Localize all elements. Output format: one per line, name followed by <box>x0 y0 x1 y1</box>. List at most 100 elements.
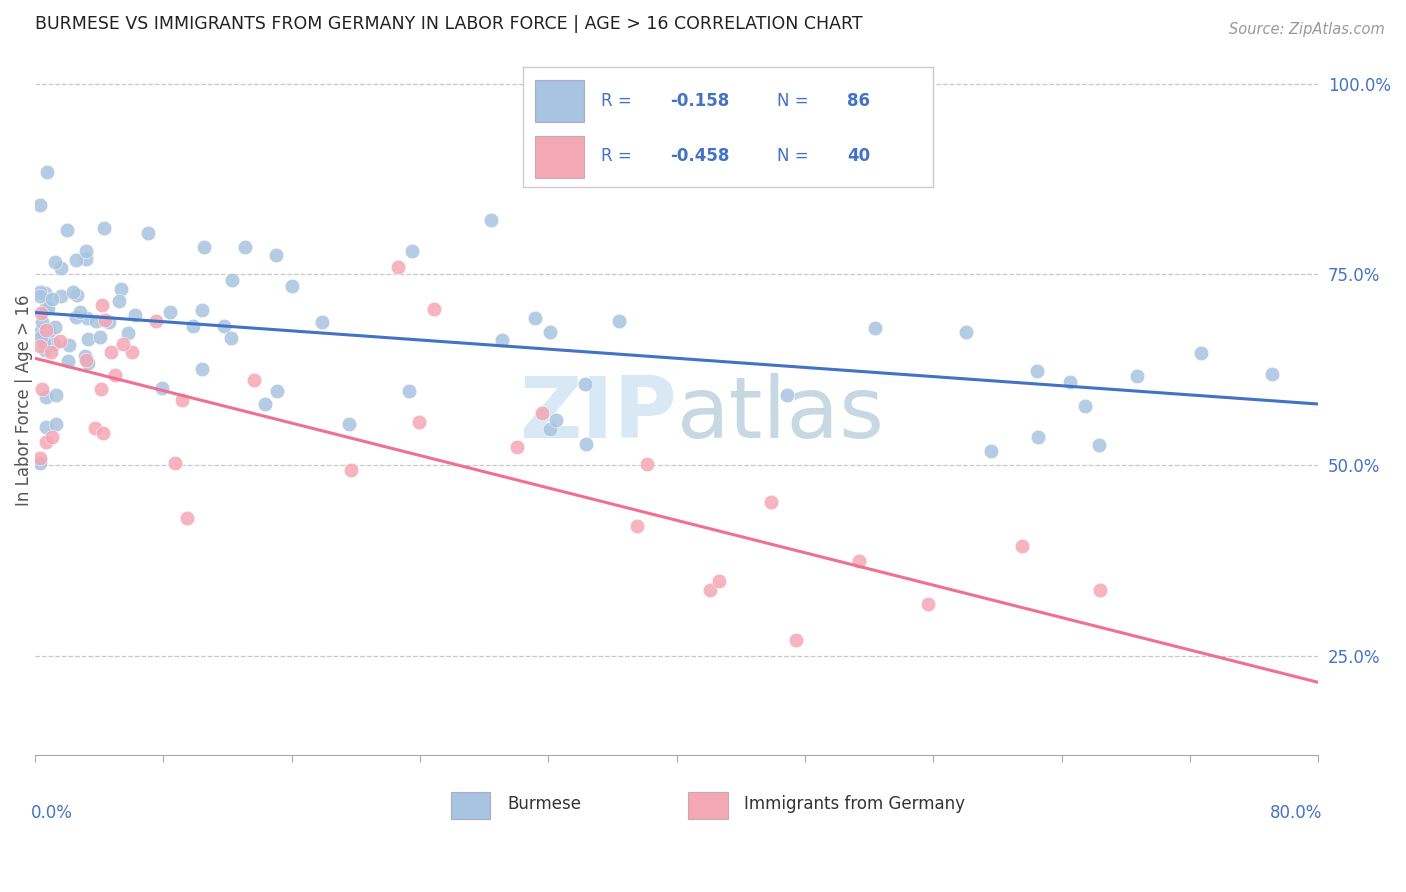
Point <box>1025 364 1047 378</box>
Point <box>34 390 56 404</box>
Point <box>785 632 807 647</box>
Point <box>34 285 56 300</box>
Point <box>575 437 598 451</box>
Point <box>44 388 66 402</box>
Point <box>219 330 242 344</box>
Point <box>170 393 193 408</box>
Point <box>35 165 58 179</box>
Point <box>574 377 596 392</box>
Point <box>45 417 67 431</box>
Point <box>28 338 51 352</box>
Point <box>191 302 214 317</box>
Point <box>89 330 111 344</box>
Point <box>1261 367 1284 381</box>
Point <box>609 313 631 327</box>
Point <box>58 338 80 352</box>
Point <box>76 311 98 326</box>
Point <box>707 574 730 588</box>
Point <box>30 330 52 344</box>
Point <box>28 456 51 470</box>
Point <box>28 198 51 212</box>
Point <box>31 382 53 396</box>
Point <box>90 383 112 397</box>
Point <box>311 315 333 329</box>
Point <box>35 420 58 434</box>
Point <box>340 462 363 476</box>
Point <box>108 294 131 309</box>
Point <box>104 368 127 382</box>
Point <box>28 325 51 339</box>
Point <box>546 413 568 427</box>
Point <box>759 495 782 509</box>
Point <box>75 353 97 368</box>
Point <box>41 292 63 306</box>
Point <box>62 285 84 300</box>
Point <box>51 260 73 275</box>
Point <box>221 272 243 286</box>
Text: 80.0%: 80.0% <box>1270 805 1322 822</box>
Point <box>281 278 304 293</box>
Point <box>75 252 97 266</box>
Point <box>49 288 72 302</box>
Point <box>34 343 56 358</box>
Point <box>266 384 288 398</box>
Text: Source: ZipAtlas.com: Source: ZipAtlas.com <box>1229 22 1385 37</box>
Point <box>121 344 143 359</box>
Point <box>337 417 360 431</box>
Point <box>75 244 97 258</box>
Point <box>150 381 173 395</box>
Text: atlas: atlas <box>676 373 884 456</box>
Point <box>491 333 513 347</box>
Point <box>44 319 66 334</box>
Point <box>1088 438 1111 452</box>
Point <box>100 345 122 359</box>
Point <box>1126 369 1149 384</box>
Point <box>112 337 135 351</box>
Text: BURMESE VS IMMIGRANTS FROM GERMANY IN LABOR FORCE | AGE > 16 CORRELATION CHART: BURMESE VS IMMIGRANTS FROM GERMANY IN LA… <box>35 15 863 33</box>
Point <box>30 306 52 320</box>
Point <box>538 422 561 436</box>
Point <box>253 397 276 411</box>
Point <box>506 440 529 454</box>
Point <box>481 212 503 227</box>
Point <box>181 318 204 333</box>
Point <box>422 301 444 316</box>
Point <box>35 301 58 315</box>
Point <box>65 310 87 324</box>
Point <box>387 260 409 274</box>
Point <box>865 320 887 334</box>
Point <box>848 554 870 568</box>
Point <box>56 223 79 237</box>
Point <box>233 240 256 254</box>
Point <box>214 318 236 333</box>
Point <box>193 240 215 254</box>
Point <box>538 326 561 340</box>
Point <box>1074 399 1097 413</box>
Point <box>84 421 107 435</box>
Point <box>980 444 1002 458</box>
Point <box>91 425 114 440</box>
Point <box>190 362 212 376</box>
Point <box>28 450 51 465</box>
Point <box>401 244 423 258</box>
Point <box>1059 376 1081 390</box>
Point <box>35 434 58 449</box>
Point <box>93 221 115 235</box>
Point <box>626 518 648 533</box>
Point <box>28 285 51 300</box>
Point <box>31 315 53 329</box>
Point <box>699 582 721 597</box>
Text: ZIP: ZIP <box>519 373 676 456</box>
Point <box>41 345 63 359</box>
Point <box>38 324 60 338</box>
Point <box>636 457 658 471</box>
Point <box>75 349 97 363</box>
Point <box>65 253 87 268</box>
Point <box>32 334 55 349</box>
Point <box>1088 583 1111 598</box>
Point <box>523 311 546 326</box>
Point <box>66 288 89 302</box>
Point <box>98 315 121 329</box>
Point <box>94 313 117 327</box>
Point <box>1026 429 1049 443</box>
